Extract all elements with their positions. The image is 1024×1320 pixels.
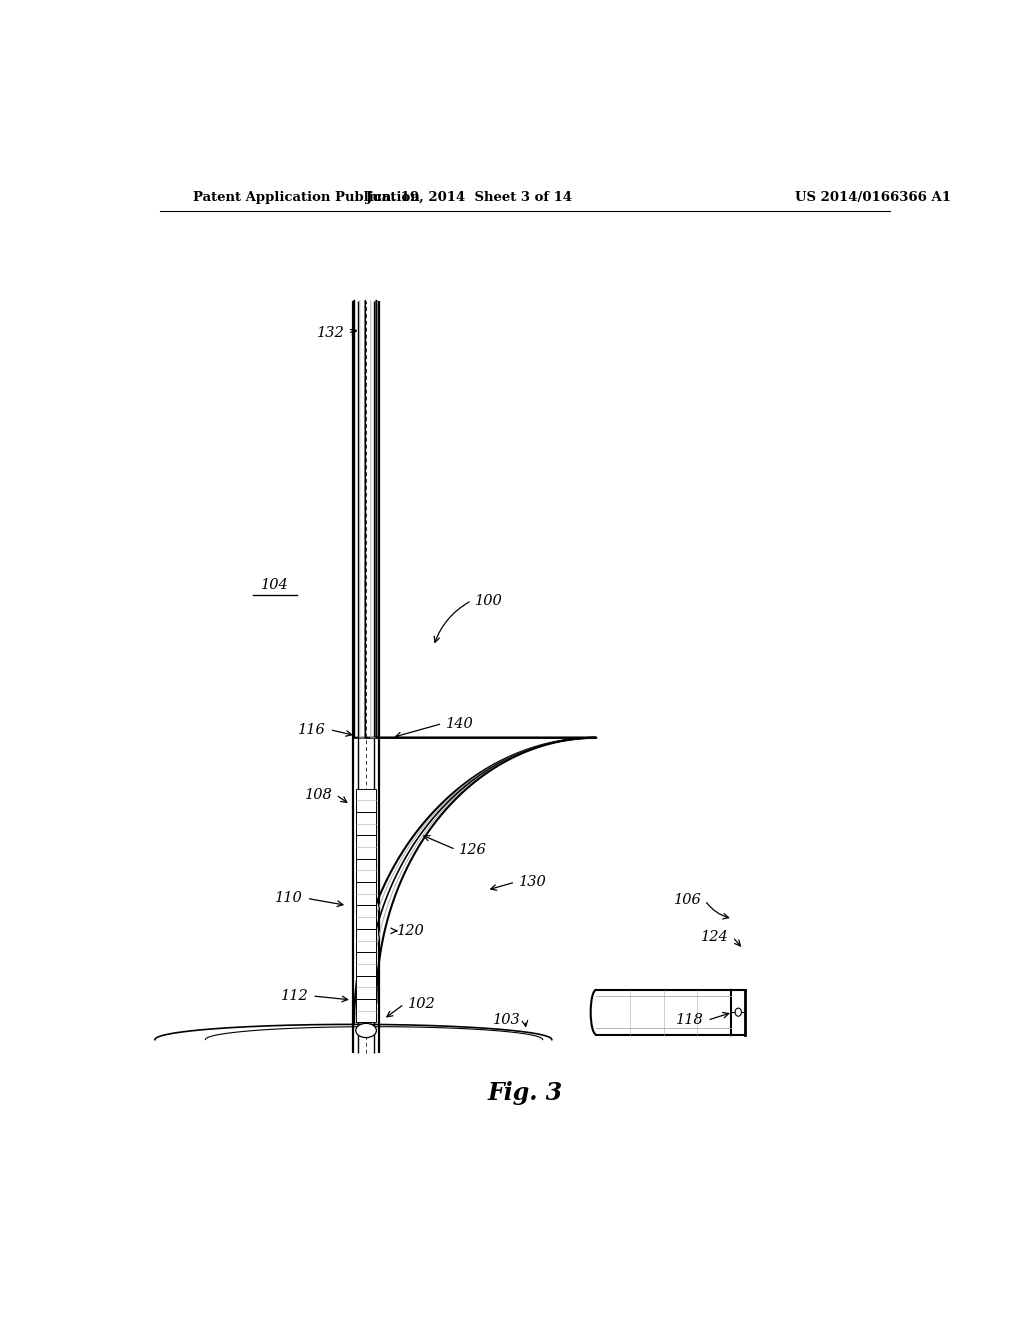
Text: 132: 132 [316, 326, 344, 341]
Text: 102: 102 [408, 997, 435, 1011]
Text: 140: 140 [445, 717, 473, 730]
Text: 100: 100 [475, 594, 503, 607]
Text: 112: 112 [281, 989, 308, 1003]
Ellipse shape [355, 1023, 377, 1038]
Bar [355, 882, 377, 906]
Text: 106: 106 [674, 894, 701, 907]
Bar [355, 906, 377, 929]
Text: 126: 126 [460, 842, 487, 857]
Bar [355, 836, 377, 859]
Circle shape [735, 1008, 741, 1016]
Bar [355, 929, 377, 952]
Bar [355, 788, 377, 812]
Text: 108: 108 [304, 788, 333, 801]
Text: 118: 118 [676, 1014, 703, 1027]
Text: Fig. 3: Fig. 3 [487, 1081, 562, 1105]
Text: Patent Application Publication: Patent Application Publication [194, 190, 420, 203]
Text: 130: 130 [519, 875, 547, 890]
Text: Jun. 19, 2014  Sheet 3 of 14: Jun. 19, 2014 Sheet 3 of 14 [367, 190, 572, 203]
Bar [355, 859, 377, 882]
Text: 110: 110 [275, 891, 303, 906]
Bar [355, 812, 377, 836]
Bar [355, 975, 377, 999]
Bar [355, 952, 377, 975]
Text: 104: 104 [261, 578, 289, 593]
Text: 103: 103 [494, 1014, 521, 1027]
Text: 124: 124 [701, 931, 729, 944]
Text: 116: 116 [298, 722, 326, 737]
Bar [355, 999, 377, 1022]
Text: 120: 120 [397, 924, 425, 939]
Text: US 2014/0166366 A1: US 2014/0166366 A1 [795, 190, 950, 203]
